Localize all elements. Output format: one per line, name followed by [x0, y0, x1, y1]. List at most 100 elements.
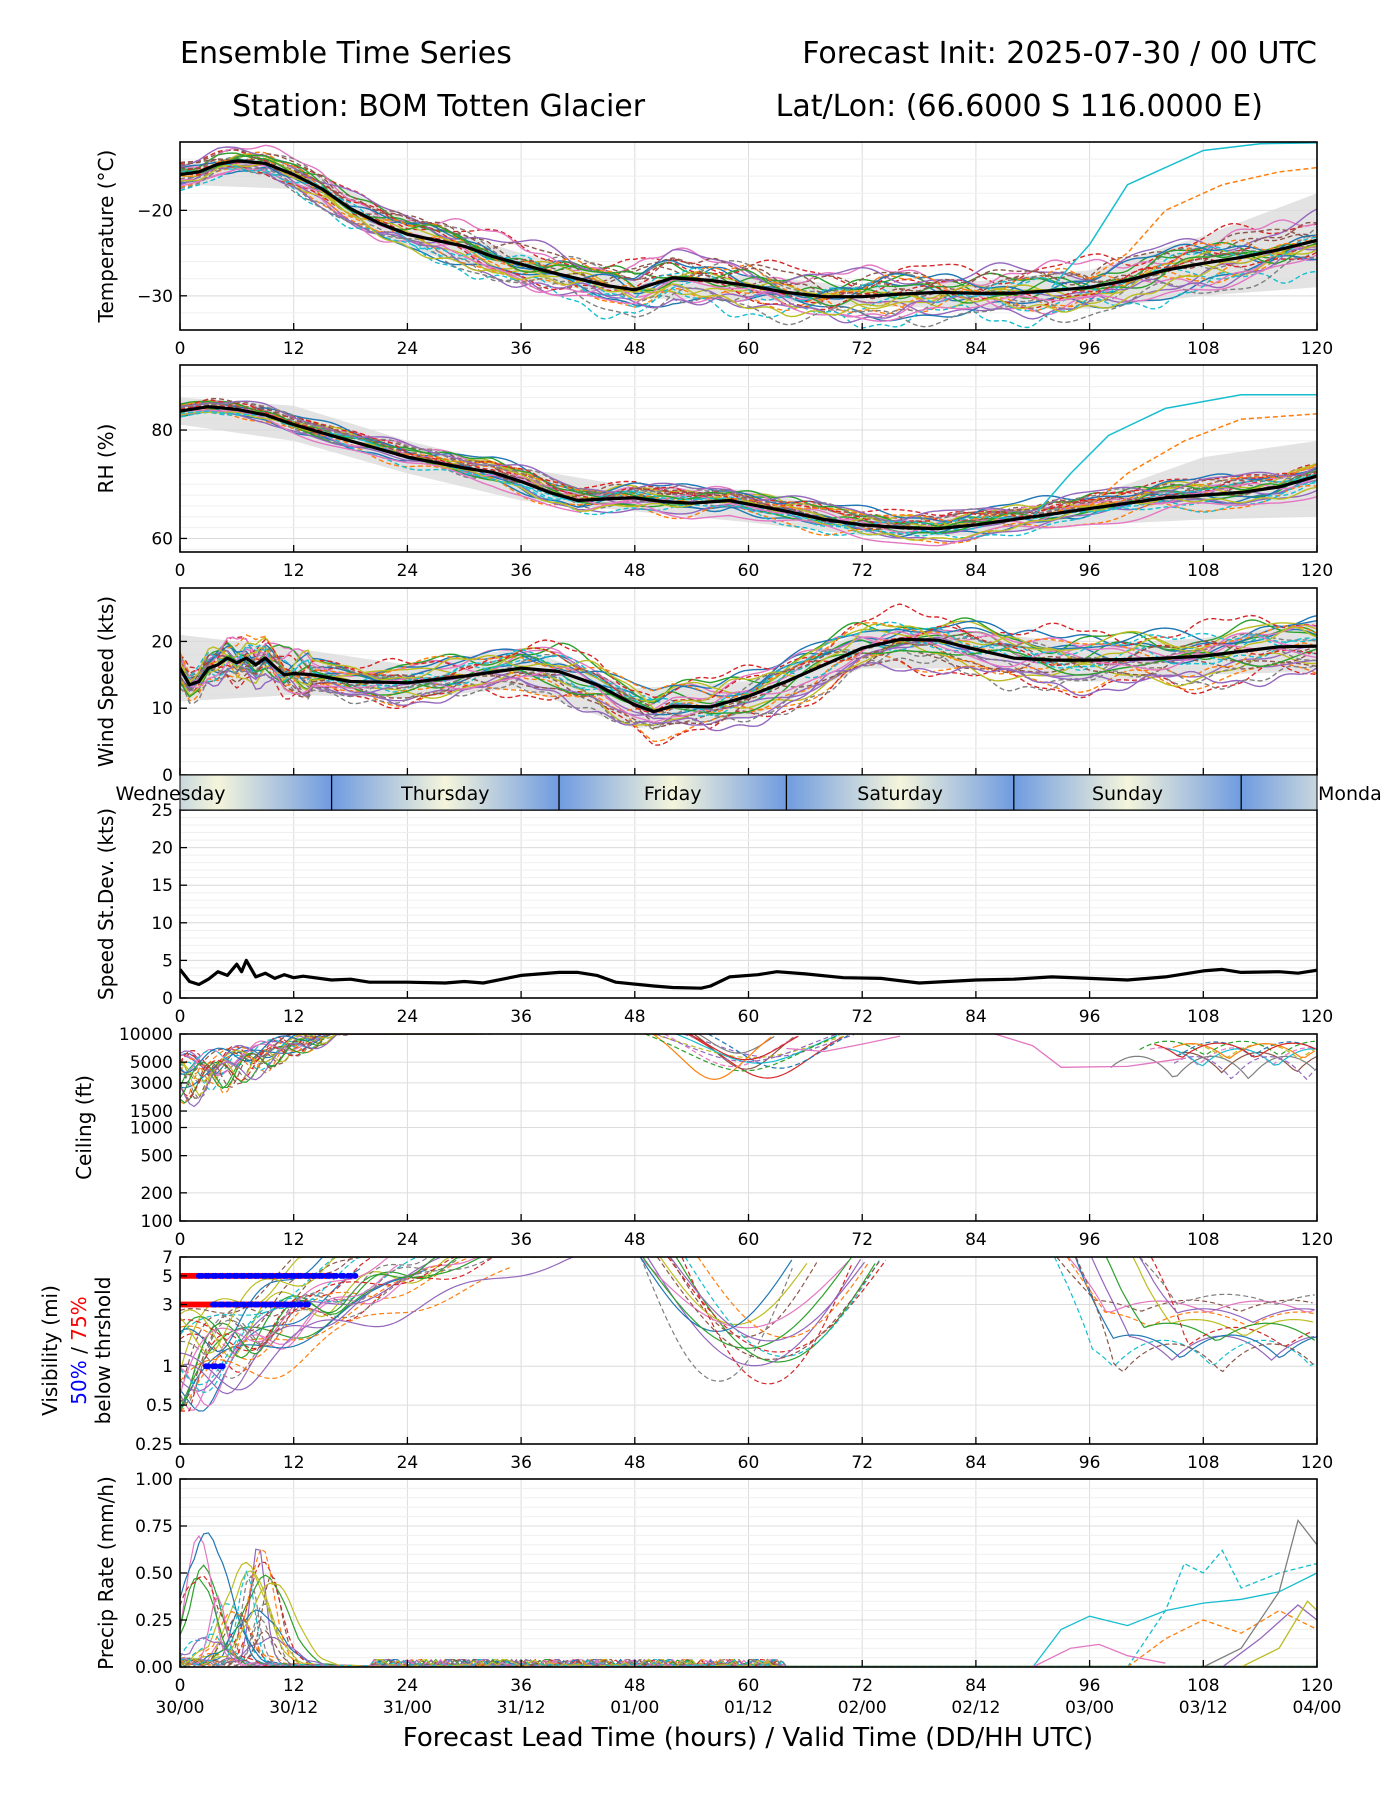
- x-tick-label: 120: [1301, 1230, 1333, 1250]
- member-line: [683, 1034, 855, 1058]
- ensemble-mean-line: [180, 637, 1317, 714]
- threshold-marker: [262, 1301, 269, 1308]
- member-line: [180, 1038, 323, 1099]
- y-tick-label: 5000: [130, 1053, 173, 1073]
- y-tick-label: 20: [151, 632, 173, 652]
- y-tick-label: 80: [151, 421, 173, 441]
- day-of-week-bar: Wednesday Thursday Friday Saturday Sunday Mon…: [116, 774, 1382, 811]
- x-tick-label: 60: [738, 1230, 760, 1250]
- member-line: [180, 648, 1317, 715]
- y-tick-label: 20: [151, 839, 173, 859]
- y-axis-label-sub: below thrshold: [91, 1277, 115, 1425]
- x-tick-label: 36: [510, 1453, 532, 1473]
- threshold-marker: [262, 1272, 269, 1279]
- threshold-marker: [240, 1272, 247, 1279]
- member-line: [1154, 1042, 1316, 1058]
- x-tick-label: 84: [965, 1453, 987, 1473]
- x-tick-label: 60: [738, 1453, 760, 1473]
- threshold-marker: [219, 1301, 226, 1308]
- member-line: [1172, 1042, 1316, 1060]
- day-band: [331, 775, 559, 810]
- member-line: [656, 1257, 881, 1361]
- member-line: [1173, 1055, 1317, 1081]
- day-band: [1013, 775, 1242, 810]
- x-tick-label: 108: [1187, 1230, 1219, 1250]
- member-line: [180, 1034, 465, 1085]
- x-valid-time-label: 02/00: [838, 1698, 887, 1718]
- member-line: [180, 1257, 498, 1386]
- x-tick-label: 120: [1301, 339, 1333, 359]
- member-line: [655, 1034, 837, 1063]
- plot-area: [180, 1034, 1317, 1108]
- plot-area: [180, 1257, 1317, 1412]
- outlier-member-line: [1032, 394, 1317, 518]
- x-tick-label: 60: [738, 561, 760, 581]
- x-tick-label: 84: [965, 339, 987, 359]
- member-line: [180, 153, 1317, 295]
- member-line: [180, 1257, 427, 1355]
- y-tick-label: 1000: [130, 1119, 173, 1139]
- member-line: [1032, 1643, 1166, 1667]
- member-line: [180, 620, 1317, 703]
- y-tick-label: 5: [162, 951, 173, 971]
- x-tick-label: 48: [624, 1676, 646, 1696]
- y-tick-label: 0.25: [135, 1611, 173, 1631]
- day-label: Saturday: [857, 783, 943, 805]
- y-axis-label: RH (%): [94, 424, 118, 494]
- member-line: [180, 1257, 574, 1361]
- x-tick-label: 0: [175, 1230, 186, 1250]
- member-line: [180, 158, 1317, 300]
- threshold-marker: [233, 1301, 240, 1308]
- y-tick-label: 10: [151, 914, 173, 934]
- ensemble-mean-line: [180, 405, 1317, 531]
- y-tick-label: 3: [162, 1296, 173, 1316]
- member-line: [180, 1034, 342, 1076]
- member-line: [1240, 1600, 1317, 1667]
- member-line: [180, 1269, 427, 1412]
- member-line: [1126, 1549, 1317, 1667]
- x-tick-label: 12: [283, 339, 305, 359]
- x-tick-label: 96: [1079, 561, 1101, 581]
- y-tick-label: 0.25: [135, 1435, 173, 1455]
- threshold-marker: [248, 1301, 255, 1308]
- x-tick-label: 84: [965, 561, 987, 581]
- member-line: [675, 1034, 838, 1064]
- member-line: [1138, 1257, 1315, 1323]
- threshold-marker: [326, 1272, 333, 1279]
- member-line: [180, 165, 1317, 328]
- member-line: [707, 1034, 851, 1069]
- day-label: Sunday: [1092, 783, 1163, 805]
- x-valid-time-label: 31/00: [383, 1698, 432, 1718]
- threshold-marker: [290, 1301, 297, 1308]
- member-line: [180, 410, 1317, 527]
- member-line: [180, 1257, 361, 1394]
- x-tick-label: 48: [624, 339, 646, 359]
- member-line: [994, 1034, 1185, 1068]
- x-tick-label: 36: [510, 1007, 532, 1027]
- x-tick-label: 96: [1079, 1230, 1101, 1250]
- label-separator: /: [67, 1341, 91, 1360]
- x-tick-label: 96: [1079, 1007, 1101, 1027]
- plot-area: [180, 394, 1317, 547]
- x-tick-label: 48: [624, 561, 646, 581]
- x-tick-label: 72: [851, 1230, 873, 1250]
- y-tick-label: 0.50: [135, 1564, 173, 1584]
- y-tick-label: −20: [137, 201, 173, 221]
- x-tick-label: 0: [175, 1453, 186, 1473]
- threshold-marker: [233, 1272, 240, 1279]
- x-tick-label: 84: [965, 1676, 987, 1696]
- member-line: [786, 1035, 901, 1053]
- member-line: [180, 1266, 512, 1382]
- day-label: Thursday: [400, 783, 489, 805]
- y-tick-label: 60: [151, 529, 173, 549]
- x-tick-label: 24: [397, 1453, 419, 1473]
- x-tick-label: 12: [283, 561, 305, 581]
- threshold-marker: [283, 1272, 290, 1279]
- plot-area: [180, 958, 1317, 990]
- member-line: [180, 659, 1317, 746]
- member-line: [180, 1034, 403, 1073]
- x-tick-label: 96: [1079, 1453, 1101, 1473]
- x-tick-label: 0: [175, 1007, 186, 1027]
- member-line: [180, 1257, 517, 1392]
- station-latlon: Lat/Lon: (66.6000 S 116.0000 E): [776, 89, 1263, 124]
